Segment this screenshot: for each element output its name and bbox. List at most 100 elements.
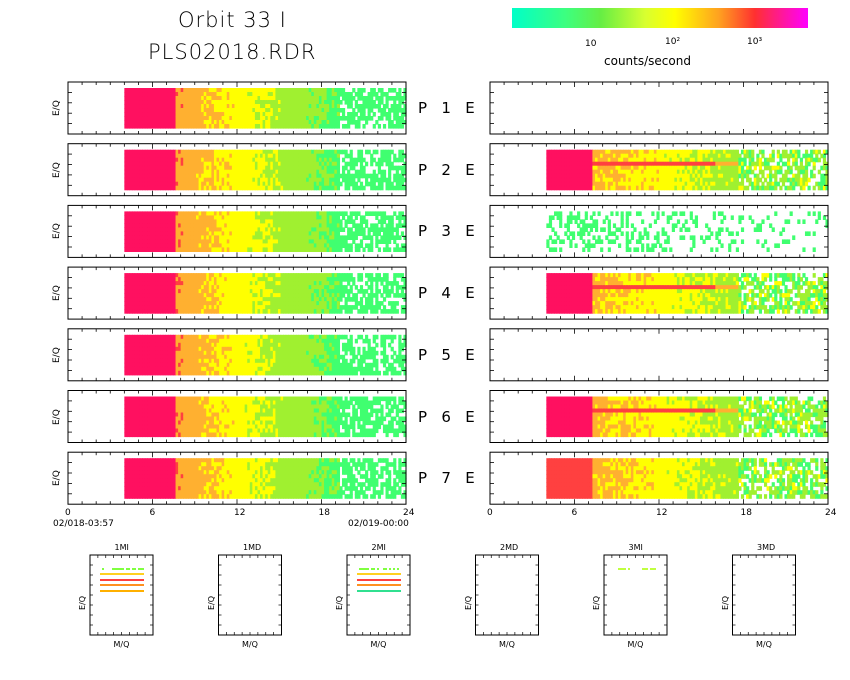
heatmap-cell: [674, 169, 678, 175]
heatmap-cell: [208, 104, 212, 109]
heatmap-cell: [160, 165, 164, 171]
heatmap-cell: [334, 104, 338, 109]
heatmap-cell: [206, 309, 210, 314]
heatmap-cell: [794, 157, 798, 163]
heatmap-cell: [712, 177, 716, 183]
heatmap-cell: [147, 231, 151, 236]
heatmap-cell: [367, 231, 371, 236]
heatmap-cell: [311, 112, 315, 117]
heatmap-cell: [807, 177, 811, 183]
heatmap-cell: [129, 153, 133, 159]
heatmap-cell: [129, 235, 133, 240]
heatmap-cell: [398, 157, 402, 163]
heatmap-cell: [167, 149, 172, 155]
heatmap-cell: [190, 231, 195, 236]
heatmap-cell: [216, 219, 220, 224]
heatmap-cell: [280, 165, 284, 171]
heatmap-cell: [231, 239, 236, 244]
heatmap-cell: [288, 92, 292, 97]
heatmap-cell: [157, 281, 161, 286]
heatmap-cell: [288, 247, 292, 252]
heatmap-cell: [592, 157, 596, 163]
heatmap-cell: [203, 215, 207, 220]
heatmap-cell: [242, 185, 246, 191]
heatmap-cell: [306, 124, 310, 129]
heatmap-cell: [132, 309, 136, 314]
heatmap-cell: [193, 173, 197, 179]
heatmap-cell: [597, 173, 601, 179]
heatmap-cell: [298, 227, 302, 232]
heatmap-cell: [643, 227, 647, 232]
heatmap-cell: [707, 185, 711, 191]
heatmap-cell: [735, 149, 739, 155]
heatmap-cell: [630, 161, 634, 167]
heatmap-cell: [242, 92, 246, 97]
heatmap-cell: [618, 177, 622, 183]
heatmap-cell: [213, 181, 218, 187]
heatmap-cell: [653, 219, 658, 224]
heatmap-cell: [692, 219, 696, 224]
heatmap-cell: [365, 181, 369, 187]
heatmap-cell: [193, 273, 197, 278]
heatmap-cell: [265, 185, 269, 191]
heatmap-cell: [178, 211, 182, 216]
heatmap-cell: [249, 243, 253, 248]
heatmap-cell: [144, 153, 148, 159]
heatmap-cell: [551, 247, 555, 252]
heatmap-cell: [229, 120, 233, 125]
heatmap-cell: [812, 185, 816, 191]
heatmap-cell: [237, 231, 241, 236]
heatmap-cell: [377, 181, 381, 187]
heatmap-cell: [165, 235, 169, 240]
heatmap-cell: [249, 112, 253, 117]
heatmap-cell: [341, 96, 346, 101]
heatmap-cell: [569, 181, 573, 187]
heatmap-cell: [124, 153, 128, 159]
heatmap-cell: [393, 185, 397, 191]
heatmap-cell: [692, 165, 696, 171]
heatmap-cell: [129, 92, 133, 97]
heatmap-cell: [761, 243, 765, 248]
heatmap-cell: [265, 169, 269, 175]
heatmap-cell: [142, 215, 146, 220]
heatmap-cell: [160, 120, 164, 125]
heatmap-cell: [206, 239, 210, 244]
heatmap-cell: [208, 231, 212, 236]
heatmap-cell: [167, 293, 172, 298]
heatmap-cell: [308, 100, 312, 105]
heatmap-cell: [190, 227, 195, 232]
heatmap-cell: [288, 177, 292, 183]
heatmap-cell: [254, 181, 259, 187]
heatmap-cell: [625, 173, 629, 179]
heatmap-cell: [359, 231, 364, 236]
heatmap-cell: [129, 181, 133, 187]
heatmap-cell: [139, 301, 143, 306]
heatmap-cell: [216, 116, 220, 121]
heatmap-cell: [170, 153, 174, 159]
heatmap-cell: [612, 157, 617, 163]
heatmap-cell: [229, 223, 233, 228]
heatmap-cell: [308, 247, 312, 252]
heatmap-cell: [669, 215, 673, 220]
heatmap-cell: [799, 177, 803, 183]
heatmap-cell: [188, 247, 192, 252]
heatmap-cell: [167, 185, 172, 191]
heatmap-cell: [226, 165, 230, 171]
heatmap-cell: [802, 181, 806, 187]
heatmap-cell: [203, 281, 207, 286]
heatmap-cell: [756, 153, 760, 159]
heatmap-cell: [797, 169, 801, 175]
heatmap-cell: [247, 235, 251, 240]
heatmap-cell: [313, 223, 317, 228]
heatmap-cell: [600, 169, 604, 175]
heatmap-cell: [155, 108, 159, 113]
heatmap-cell: [206, 211, 210, 216]
heatmap-cell: [160, 116, 164, 121]
heatmap-cell: [743, 173, 747, 179]
heatmap-cell: [354, 112, 358, 117]
heatmap-cell: [295, 96, 300, 101]
heatmap-cell: [612, 173, 617, 179]
heatmap-cell: [641, 161, 645, 167]
heatmap-cell: [206, 100, 210, 105]
heatmap-cell: [152, 100, 156, 105]
